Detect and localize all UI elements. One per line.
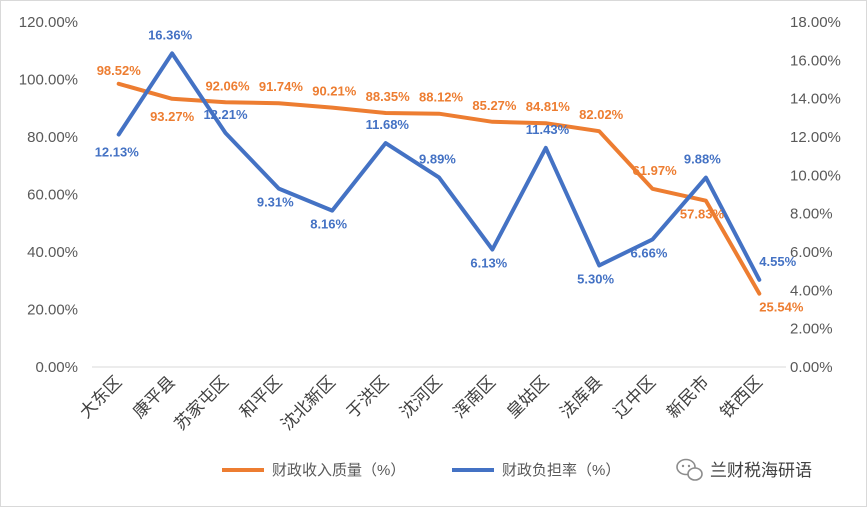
data-point bbox=[490, 248, 494, 252]
data-point bbox=[117, 82, 121, 86]
y-left-tick-label: 0.00% bbox=[35, 359, 78, 376]
data-point bbox=[437, 112, 441, 116]
data-label: 11.68% bbox=[366, 117, 410, 132]
y-right-tick-label: 16.00% bbox=[790, 52, 841, 69]
data-label: 88.35% bbox=[366, 89, 411, 104]
legend-label: 财政负担率（%） bbox=[502, 462, 620, 479]
data-label: 9.88% bbox=[684, 152, 721, 167]
data-point bbox=[384, 111, 388, 115]
data-label: 98.52% bbox=[97, 63, 142, 78]
data-label: 85.27% bbox=[472, 98, 517, 113]
series-layer bbox=[116, 51, 762, 296]
data-point bbox=[597, 263, 601, 267]
data-point bbox=[437, 175, 441, 179]
data-label: 12.21% bbox=[203, 107, 248, 122]
data-point bbox=[597, 129, 601, 133]
y-left-tick-label: 20.00% bbox=[27, 302, 78, 319]
data-point bbox=[384, 141, 388, 145]
data-point bbox=[651, 237, 655, 241]
data-label: 88.12% bbox=[419, 90, 464, 105]
data-label: 90.21% bbox=[312, 84, 357, 99]
y-right-tick-label: 18.00% bbox=[790, 14, 841, 31]
data-point bbox=[277, 101, 281, 105]
data-point bbox=[490, 120, 494, 124]
legend-label: 财政收入质量（%） bbox=[272, 462, 405, 479]
data-point bbox=[704, 199, 708, 203]
y-right-tick-label: 14.00% bbox=[790, 91, 841, 108]
data-point bbox=[757, 278, 761, 282]
data-point bbox=[170, 51, 174, 55]
data-label: 61.97% bbox=[633, 163, 678, 178]
data-label: 11.43% bbox=[526, 122, 570, 137]
y-left-tick-label: 100.00% bbox=[19, 72, 78, 89]
y-right-tick-label: 0.00% bbox=[790, 359, 833, 376]
data-label: 9.31% bbox=[257, 195, 294, 210]
series-line-revenue-quality bbox=[116, 81, 762, 296]
y-left-tick-label: 120.00% bbox=[19, 14, 78, 31]
data-label: 91.74% bbox=[259, 79, 304, 94]
data-label: 16.36% bbox=[148, 27, 193, 42]
data-label: 92.06% bbox=[205, 78, 250, 93]
data-point bbox=[704, 176, 708, 180]
data-point bbox=[330, 209, 334, 213]
data-label: 57.83% bbox=[680, 207, 725, 222]
series-line-fiscal-burden bbox=[116, 51, 762, 282]
data-point bbox=[330, 106, 334, 110]
data-point bbox=[544, 146, 548, 150]
y-right-tick-label: 2.00% bbox=[790, 321, 833, 338]
data-label: 6.13% bbox=[470, 256, 507, 271]
data-label: 4.55% bbox=[759, 254, 796, 269]
data-point bbox=[117, 133, 121, 137]
y-left-tick-label: 60.00% bbox=[27, 187, 78, 204]
y-right-tick-label: 10.00% bbox=[790, 167, 841, 184]
legend: 财政收入质量（%） 财政负担率（%） bbox=[222, 462, 620, 479]
data-label: 12.13% bbox=[95, 145, 140, 160]
data-label: 8.16% bbox=[310, 217, 347, 232]
y-right-tick-label: 4.00% bbox=[790, 282, 833, 299]
data-label: 93.27% bbox=[150, 109, 195, 124]
data-label: 9.89% bbox=[419, 151, 456, 166]
data-label: 82.02% bbox=[579, 107, 624, 122]
data-point bbox=[170, 97, 174, 101]
watermark-text: 兰财税海研语 bbox=[710, 461, 812, 480]
y-left-tick-label: 40.00% bbox=[27, 244, 78, 261]
data-label: 84.81% bbox=[526, 99, 571, 114]
y-right-tick-label: 12.00% bbox=[790, 129, 841, 146]
data-point bbox=[757, 292, 761, 296]
wechat-icon bbox=[676, 458, 703, 481]
y-right-tick-label: 6.00% bbox=[790, 244, 833, 261]
y-left-tick-label: 80.00% bbox=[27, 129, 78, 146]
data-point bbox=[277, 187, 281, 191]
data-label: 5.30% bbox=[577, 271, 614, 286]
data-point bbox=[651, 187, 655, 191]
data-point bbox=[223, 100, 227, 104]
y-right-tick-label: 8.00% bbox=[790, 206, 833, 223]
data-point bbox=[223, 131, 227, 135]
watermark: 兰财税海研语 bbox=[676, 458, 812, 481]
data-label: 25.54% bbox=[759, 300, 804, 315]
data-labels-layer: 98.52% 93.27% 92.06% 91.74% 90.21% 88.35% 88.1… bbox=[95, 27, 804, 314]
data-label: 6.66% bbox=[631, 245, 668, 260]
